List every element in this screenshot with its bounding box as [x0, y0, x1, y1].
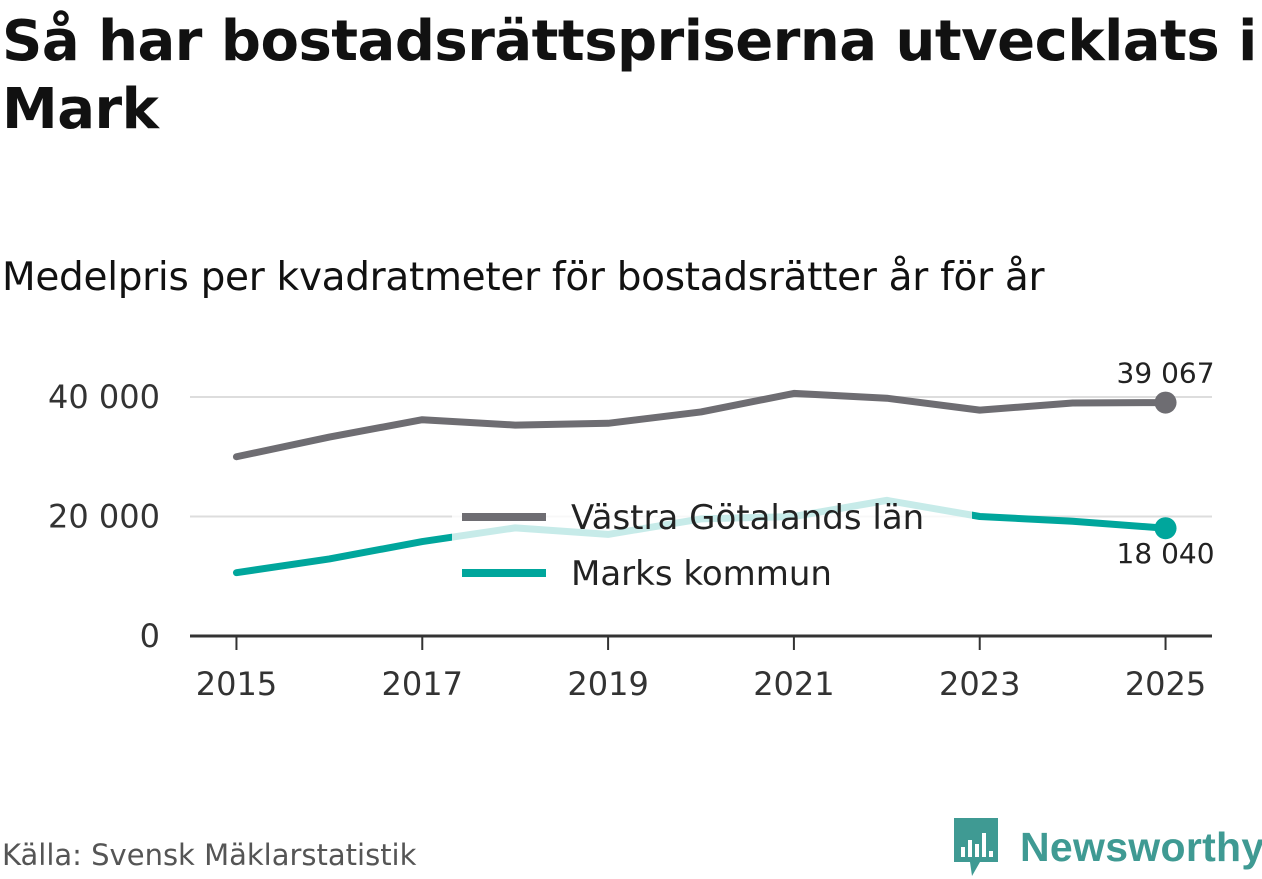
x-tick-label: 2015	[196, 665, 277, 703]
y-tick-label: 40 000	[48, 378, 160, 416]
series-line-vastra-gotaland	[232, 389, 1170, 461]
series-endpoint	[1154, 391, 1177, 414]
x-tick-label: 2021	[753, 665, 834, 703]
x-tick-label: 2019	[567, 665, 648, 703]
x-tick-label: 2025	[1125, 665, 1206, 703]
legend-label: Marks kommun	[571, 554, 832, 594]
end-value-label: 39 067	[1117, 357, 1215, 390]
source-credit: Källa: Svensk Mäklarstatistik	[2, 838, 417, 872]
chart-title: Så har bostadsrättspriserna utvecklats i…	[2, 9, 1257, 142]
end-value-label: 18 040	[1117, 537, 1215, 570]
newsworthy-logo-icon	[954, 818, 998, 876]
legend-label: Västra Götalands län	[571, 498, 924, 538]
y-tick-label: 20 000	[48, 498, 160, 536]
chart-subtitle: Medelpris per kvadratmeter för bostadsrä…	[2, 255, 1045, 300]
brand-name: Newsworthy	[1020, 823, 1262, 870]
legend-background	[452, 493, 972, 603]
y-tick-label: 0	[140, 617, 160, 655]
newsworthy-logo[interactable]: Newsworthy	[952, 816, 1262, 878]
x-tick-label: 2023	[939, 665, 1020, 703]
x-tick-label: 2017	[382, 665, 463, 703]
series-endpoint	[1154, 517, 1177, 540]
